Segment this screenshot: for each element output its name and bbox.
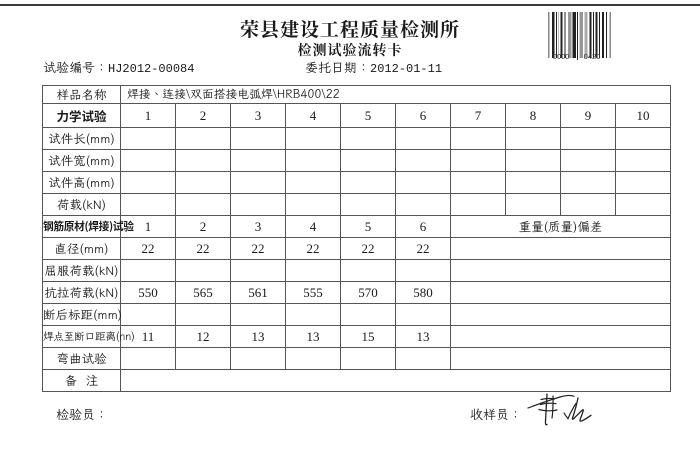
svg-text:0000: 0000	[553, 52, 570, 60]
svg-text:0420: 0420	[584, 52, 601, 60]
